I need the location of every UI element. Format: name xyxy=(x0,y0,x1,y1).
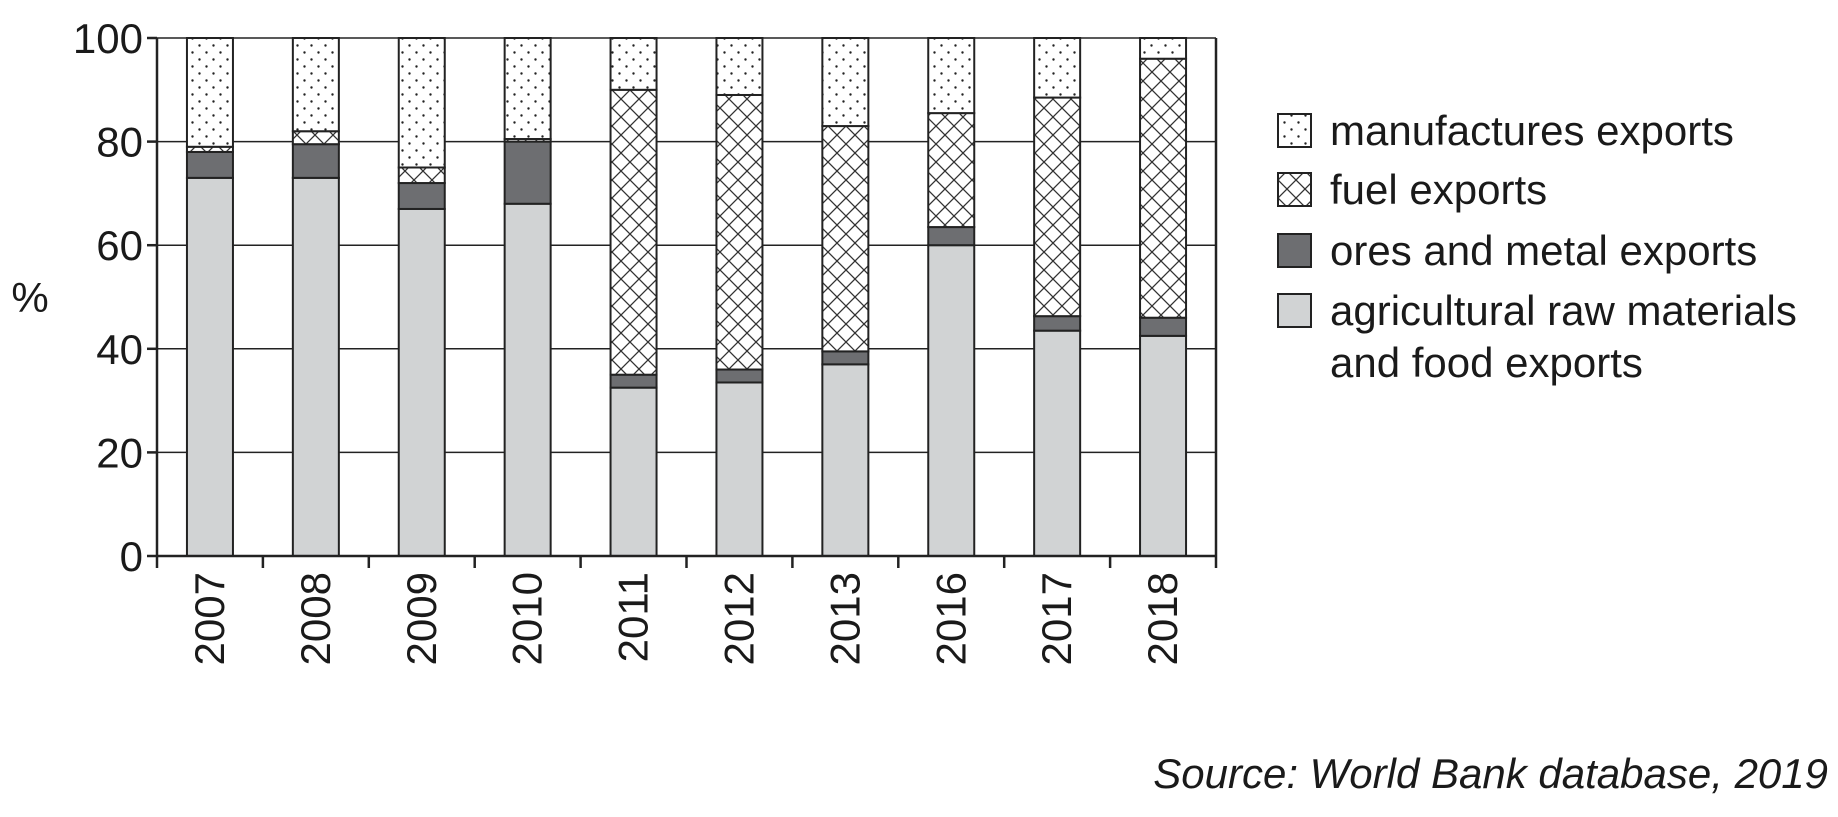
y-tick-label: 100 xyxy=(73,15,143,62)
bar-segment-2016-series-1 xyxy=(927,226,976,247)
bar-segment-2011-series-1 xyxy=(609,373,658,389)
bar-segment-2010-series-1 xyxy=(503,140,552,205)
y-axis-label: % xyxy=(11,274,48,321)
x-tick-label: 2012 xyxy=(715,572,762,665)
bar-segment-2011-series-0 xyxy=(609,386,658,557)
x-tick-label: 2017 xyxy=(1033,572,1080,665)
bar-segment-2011-series-2 xyxy=(609,88,658,376)
x-tick-label: 2016 xyxy=(927,572,974,665)
y-tick-label: 80 xyxy=(96,119,143,166)
bar-segment-2012-series-0 xyxy=(715,381,764,557)
bar-segment-2017-series-1 xyxy=(1033,315,1082,332)
x-tick-label: 2013 xyxy=(821,572,868,665)
legend-label: manufactures exports xyxy=(1330,107,1734,154)
bar-segment-2016-series-0 xyxy=(927,244,976,557)
bar-segment-2012-series-3 xyxy=(715,37,764,96)
bar-segment-2013-series-3 xyxy=(821,37,870,128)
bar-segment-2007-series-1 xyxy=(185,150,234,179)
bar-segment-2018-series-3 xyxy=(1139,37,1188,60)
bar-segment-2013-series-0 xyxy=(821,363,870,557)
legend-swatch-1 xyxy=(1277,233,1312,268)
bar-segment-2012-series-1 xyxy=(715,368,764,384)
x-tick-label: 2007 xyxy=(186,572,233,665)
x-tick-label: 2011 xyxy=(610,572,657,662)
bar-segment-2017-series-3 xyxy=(1033,37,1082,99)
bar-segment-2009-series-2 xyxy=(397,166,446,185)
bar-segment-2016-series-2 xyxy=(927,112,976,229)
source-note: Source: World Bank database, 2019 xyxy=(1153,750,1828,797)
bar-segment-2010-series-0 xyxy=(503,202,552,557)
bar-segment-2008-series-2 xyxy=(291,130,340,146)
y-tick-label: 20 xyxy=(96,429,143,476)
bar-segment-2016-series-3 xyxy=(927,37,976,115)
bar-segment-2018-series-1 xyxy=(1139,316,1188,337)
bar-segment-2018-series-2 xyxy=(1139,57,1188,319)
bar-segment-2008-series-0 xyxy=(291,176,340,558)
bar-segment-2009-series-3 xyxy=(397,37,446,169)
x-tick-label: 2018 xyxy=(1139,572,1186,665)
bar-segment-2008-series-3 xyxy=(291,37,340,133)
legend-swatch-2 xyxy=(1277,172,1312,207)
bars xyxy=(185,37,1188,558)
axes: 0 20 40 60 80 100 2007 2008 2009 2010 2011 2012 2013… xyxy=(73,15,1218,665)
x-tick-label: 2010 xyxy=(504,572,551,665)
x-tick-label: 2008 xyxy=(292,572,339,665)
legend-label: fuel exports xyxy=(1330,166,1547,213)
legend-swatch-0 xyxy=(1277,293,1312,328)
bar-segment-2007-series-0 xyxy=(185,176,234,558)
bar-segment-2012-series-2 xyxy=(715,93,764,371)
legend-swatch-3 xyxy=(1277,113,1312,148)
bar-segment-2009-series-1 xyxy=(397,182,446,210)
x-tick-label: 2009 xyxy=(398,572,445,665)
legend: manufactures exports fuel exports ores and… xyxy=(1277,107,1797,386)
bar-segment-2017-series-2 xyxy=(1033,96,1082,318)
bar-segment-2009-series-0 xyxy=(397,207,446,557)
bar-segment-2010-series-3 xyxy=(503,37,552,141)
bar-segment-2007-series-3 xyxy=(185,37,234,148)
bar-segment-2018-series-0 xyxy=(1139,334,1188,557)
y-tick-label: 40 xyxy=(96,326,143,373)
bar-segment-2013-series-2 xyxy=(821,125,870,353)
legend-label: and food exports xyxy=(1330,339,1643,386)
legend-label: ores and metal exports xyxy=(1330,227,1757,274)
legend-label: agricultural raw materials xyxy=(1330,287,1797,334)
bar-segment-2008-series-1 xyxy=(291,143,340,179)
bar-segment-2013-series-1 xyxy=(821,350,870,366)
y-tick-label: 60 xyxy=(96,222,143,269)
y-tick-label: 0 xyxy=(120,533,143,580)
bar-segment-2011-series-3 xyxy=(609,37,658,91)
bar-segment-2017-series-0 xyxy=(1033,329,1082,558)
